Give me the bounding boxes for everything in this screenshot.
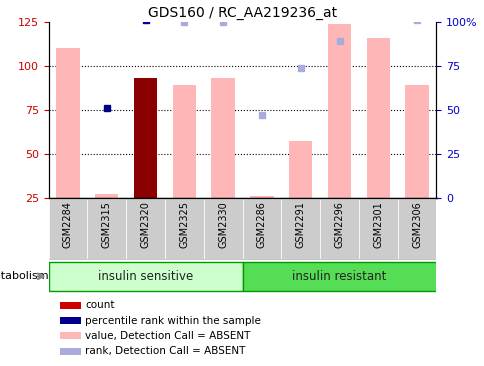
Bar xyxy=(366,38,389,198)
Bar xyxy=(60,348,81,355)
Text: value, Detection Call = ABSENT: value, Detection Call = ABSENT xyxy=(85,331,250,341)
Text: GSM2306: GSM2306 xyxy=(411,201,421,247)
FancyBboxPatch shape xyxy=(397,199,436,259)
FancyBboxPatch shape xyxy=(203,199,242,259)
Text: GSM2325: GSM2325 xyxy=(179,201,189,248)
FancyBboxPatch shape xyxy=(87,199,126,259)
Bar xyxy=(56,48,79,198)
Text: count: count xyxy=(85,300,115,310)
Title: GDS160 / RC_AA219236_at: GDS160 / RC_AA219236_at xyxy=(148,5,336,19)
Bar xyxy=(134,78,157,198)
Text: GSM2301: GSM2301 xyxy=(373,201,382,247)
Text: GSM2296: GSM2296 xyxy=(334,201,344,248)
Bar xyxy=(288,141,312,198)
Bar xyxy=(327,24,350,198)
Bar xyxy=(60,317,81,324)
Text: GSM2315: GSM2315 xyxy=(102,201,111,248)
Bar xyxy=(211,78,234,198)
Text: GSM2330: GSM2330 xyxy=(218,201,227,247)
Text: GSM2291: GSM2291 xyxy=(295,201,305,248)
Text: GSM2284: GSM2284 xyxy=(63,201,73,248)
FancyBboxPatch shape xyxy=(358,199,397,259)
Bar xyxy=(95,194,118,198)
Text: insulin resistant: insulin resistant xyxy=(292,270,386,283)
FancyBboxPatch shape xyxy=(48,199,87,259)
Text: insulin sensitive: insulin sensitive xyxy=(98,270,193,283)
FancyBboxPatch shape xyxy=(242,261,436,291)
FancyBboxPatch shape xyxy=(126,199,165,259)
FancyBboxPatch shape xyxy=(242,199,281,259)
Bar xyxy=(172,85,196,198)
Text: rank, Detection Call = ABSENT: rank, Detection Call = ABSENT xyxy=(85,346,245,356)
Text: GSM2320: GSM2320 xyxy=(140,201,150,248)
FancyBboxPatch shape xyxy=(319,199,358,259)
Text: metabolism: metabolism xyxy=(0,271,48,281)
Text: GSM2286: GSM2286 xyxy=(257,201,266,248)
Text: percentile rank within the sample: percentile rank within the sample xyxy=(85,315,261,326)
Bar xyxy=(60,302,81,309)
Bar xyxy=(250,196,273,198)
Bar xyxy=(60,332,81,339)
FancyBboxPatch shape xyxy=(48,261,242,291)
Bar xyxy=(405,85,428,198)
FancyBboxPatch shape xyxy=(165,199,203,259)
FancyBboxPatch shape xyxy=(281,199,319,259)
